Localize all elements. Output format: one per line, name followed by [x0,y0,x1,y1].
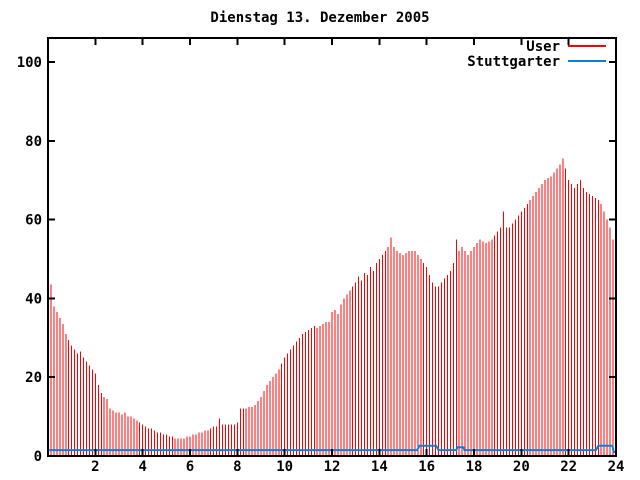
legend-label-user: User [526,39,560,55]
x-tick-label: 2 [91,459,99,475]
x-tick-label: 12 [324,459,341,475]
x-tick-label: 4 [138,459,146,475]
user-bars-group [50,158,617,455]
y-tick-label: 60 [25,213,42,229]
x-tick-label: 10 [276,459,293,475]
legend: User Stuttgarter [467,39,606,70]
x-tick-label: 24 [608,459,625,475]
x-tick-label: 22 [560,459,577,475]
y-tick-label: 80 [25,134,42,150]
stuttgarter-line-group [49,444,616,454]
y-tick-label: 40 [25,291,42,307]
x-tick-label: 6 [186,459,194,475]
x-tick-label: 16 [418,459,435,475]
x-tick-label: 18 [466,459,483,475]
legend-label-stuttgarter: Stuttgarter [467,54,560,70]
y-tick-label: 20 [25,370,42,386]
plot-frame-group [47,37,617,457]
axis-ticks-group [48,38,617,457]
x-tick-label: 14 [371,459,388,475]
x-tick-label: 20 [513,459,530,475]
y-tick-label: 0 [34,449,42,465]
x-tick-label: 8 [233,459,241,475]
y-tick-label: 100 [17,55,42,71]
chart-title: Dienstag 13. Dezember 2005 [210,10,429,26]
stuttgarter-line [49,444,616,454]
